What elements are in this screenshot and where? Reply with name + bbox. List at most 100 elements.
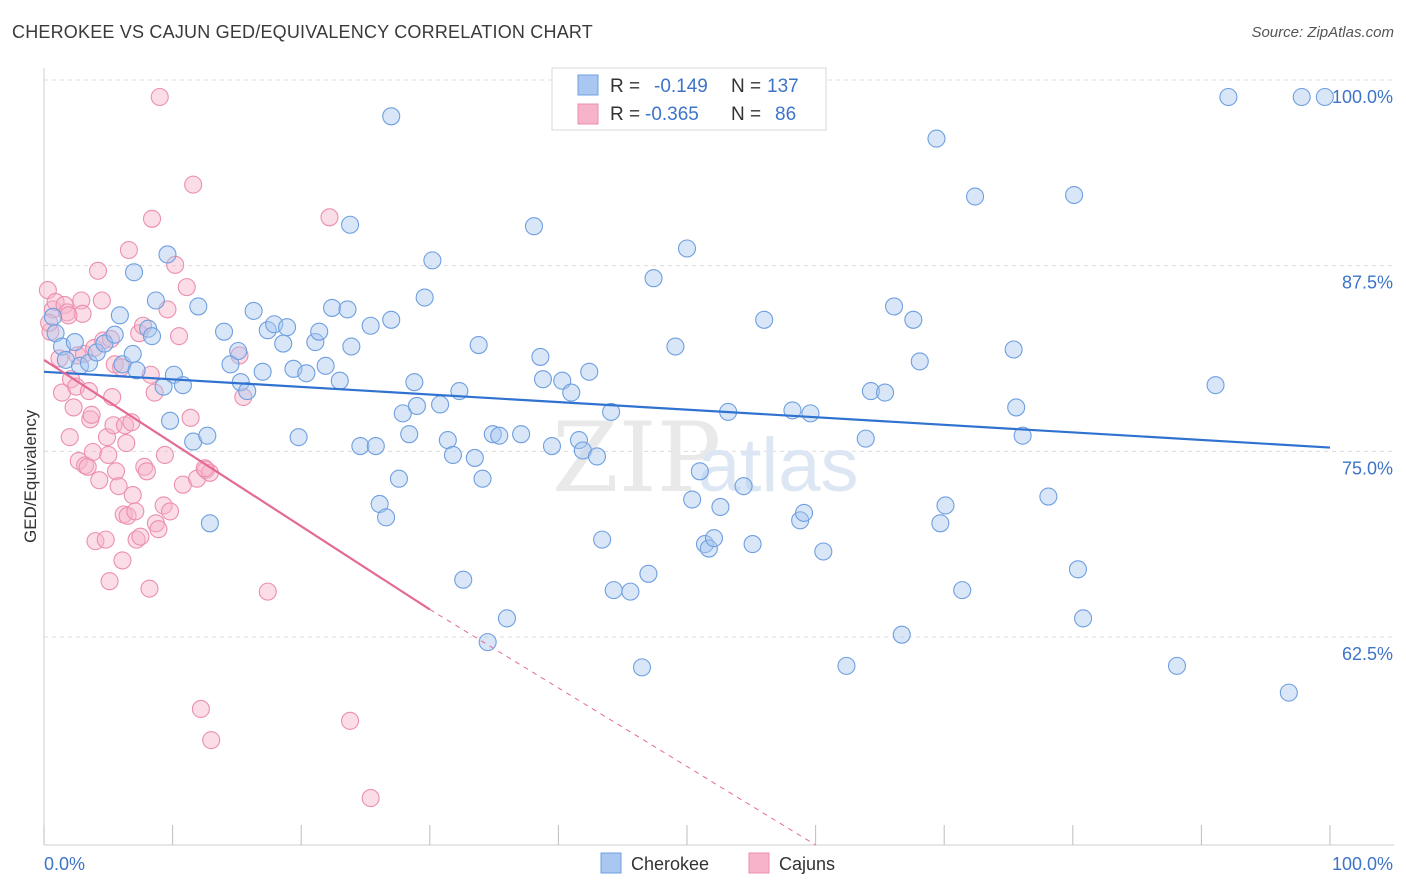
cherokee-point [936, 496, 955, 515]
cherokee-point [323, 298, 342, 317]
cajun-point [50, 349, 69, 368]
cajun-point [73, 304, 92, 323]
trend-lines [43, 358, 1331, 846]
cherokee-point [142, 327, 162, 346]
cajun-point [341, 711, 360, 730]
cherokee-point [569, 431, 589, 450]
cherokee-point [146, 291, 165, 310]
watermark: ZIP atlas [552, 402, 859, 514]
cherokee-point [244, 301, 263, 320]
cherokee-point [310, 322, 329, 341]
cajun-point [100, 572, 119, 591]
cherokee-point [454, 570, 473, 589]
cajun-point [60, 428, 79, 447]
cherokee-point [794, 503, 814, 522]
legend-r-label-cajuns: R = [610, 104, 640, 125]
series-legend-swatch-cherokee [600, 852, 622, 874]
cajun-point [142, 209, 162, 228]
cherokee-point [431, 395, 450, 414]
cherokee-point [382, 107, 401, 126]
cherokee-point [405, 373, 424, 392]
cajun-point [131, 527, 150, 546]
cherokee-point [1004, 340, 1023, 359]
cajun-point [133, 316, 153, 335]
cherokee-point [512, 425, 531, 444]
cherokee-point [221, 355, 240, 374]
cherokee-point [704, 529, 724, 548]
cherokee-point [734, 477, 753, 496]
cherokee-point [801, 404, 820, 423]
cherokee-point [743, 535, 762, 554]
cherokee-trend-line [43, 370, 1331, 449]
cajun-point [113, 551, 132, 570]
cherokee-point [1219, 87, 1238, 107]
cherokee-point [407, 396, 426, 415]
y-tick-label: 62.5% [1342, 644, 1393, 664]
watermark-zip: ZIP [552, 402, 721, 514]
cherokee-point [400, 425, 419, 444]
tick-labels: 62.5% 75.0% 87.5% 100.0% 0.0% 100.0% [44, 87, 1393, 874]
legend-r-value-cajuns: -0.365 [645, 104, 699, 125]
cherokee-point [524, 217, 544, 236]
cherokee-point [198, 426, 217, 445]
series-legend-swatch-cajuns [748, 852, 770, 874]
cajun-point [191, 699, 210, 719]
cherokee-point [366, 437, 385, 456]
cherokee-point [910, 352, 929, 371]
x-tick-label: 0.0% [44, 854, 85, 874]
cajun-point [43, 300, 63, 319]
cajun-point [106, 462, 126, 481]
cherokee-point [497, 609, 517, 628]
cajun-point [83, 442, 102, 462]
cajun-point [99, 445, 118, 465]
cajun-point [72, 291, 91, 310]
cherokee-point [1065, 185, 1084, 205]
cherokee-point [927, 129, 946, 148]
cajun-trend-line [43, 358, 431, 611]
cherokee-point [95, 334, 114, 353]
cherokee-point [483, 425, 502, 444]
cherokee-point [621, 582, 640, 601]
cajun-point [149, 520, 168, 539]
cherokee-point [189, 297, 208, 316]
cajun-point [169, 327, 189, 346]
cherokee-point [1206, 376, 1225, 395]
cherokee-point [393, 404, 412, 423]
cherokee-point [316, 356, 335, 375]
cherokee-point [289, 428, 308, 447]
cherokee-point [604, 581, 623, 600]
cherokee-point [443, 445, 462, 465]
series-legend-label-cherokee: Cherokee [631, 854, 709, 874]
cajun-point [96, 530, 115, 549]
cherokee-point [837, 656, 856, 675]
cherokee-point [904, 310, 923, 329]
cherokee-point [856, 429, 875, 448]
cherokee-point [1292, 87, 1311, 107]
cajun-point [94, 331, 113, 350]
cherokee-point [389, 469, 408, 488]
cajun-point [92, 291, 111, 310]
cherokee-point [160, 411, 180, 430]
cherokee-point [297, 364, 316, 383]
cherokee-point [875, 383, 895, 402]
cherokee-point [814, 542, 833, 561]
cajun-point [82, 405, 101, 424]
cajun-point [119, 240, 138, 260]
cherokee-points [43, 87, 1334, 702]
cajun-point [166, 255, 185, 274]
cajun-point [320, 208, 339, 227]
cherokee-point [465, 448, 484, 467]
stats-legend: R = -0.149 N = 137 R = -0.365 N = 86 [551, 67, 827, 131]
cherokee-point [43, 307, 63, 326]
cajun-point [55, 295, 74, 314]
cherokee-point [214, 322, 234, 341]
source-credit: Source: ZipAtlas.com [1251, 24, 1394, 41]
cherokee-point [306, 333, 325, 352]
cherokee-point [423, 251, 442, 270]
cajun-point [117, 434, 136, 453]
cherokee-point [105, 325, 124, 344]
cherokee-point [377, 508, 396, 527]
y-tick-label: 100.0% [1332, 87, 1393, 107]
cherokee-point [341, 215, 360, 234]
